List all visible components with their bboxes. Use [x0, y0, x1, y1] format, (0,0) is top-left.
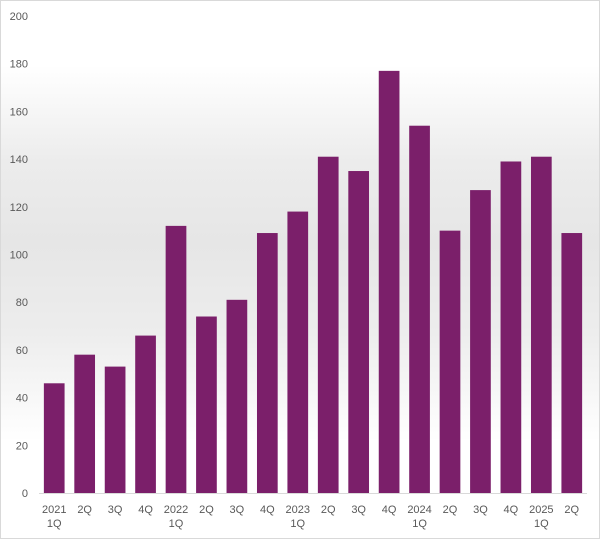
bar: [500, 161, 522, 494]
bar: [530, 156, 552, 493]
bar: [378, 70, 400, 493]
x-tick-label: 2025: [529, 504, 553, 516]
y-tick-label: 20: [16, 440, 28, 452]
x-axis: 2021 1Q 2Q 3Q 4Q 2022 1Q 2Q 3Q 4Q 2023 1Q 2Q 3Q 4Q 2024…: [42, 504, 580, 530]
x-tick-label: 4Q: [382, 504, 397, 516]
y-tick-label: 80: [16, 297, 28, 309]
y-tick-label: 40: [16, 393, 28, 405]
x-tick-label: 1Q: [47, 518, 62, 530]
x-tick-label: 1Q: [412, 518, 427, 530]
bar: [287, 211, 309, 493]
x-tick-label: 2021: [42, 504, 66, 516]
x-tick-label: 4Q: [504, 504, 519, 516]
bar: [226, 299, 248, 493]
bar: [43, 383, 65, 493]
x-tick-label: 2Q: [564, 504, 579, 516]
x-tick-label: 2024: [407, 504, 431, 516]
y-tick-label: 100: [10, 250, 28, 262]
x-tick-label: 1Q: [169, 518, 184, 530]
x-tick-label: 2Q: [443, 504, 458, 516]
y-tick-label: 120: [10, 202, 28, 214]
y-axis: 0 20 40 60 80 100 120 140 160 180 200: [10, 11, 28, 500]
bar: [104, 366, 126, 493]
x-tick-label: 2Q: [321, 504, 336, 516]
x-tick-label: 4Q: [260, 504, 275, 516]
y-tick-label: 60: [16, 345, 28, 357]
bar: [409, 125, 430, 494]
x-tick-label: 3Q: [230, 504, 245, 516]
y-tick-label: 160: [10, 106, 28, 118]
y-tick-label: 200: [10, 11, 28, 23]
x-tick-label: 2Q: [199, 504, 214, 516]
bar: [165, 225, 187, 493]
y-tick-label: 180: [10, 59, 28, 71]
x-tick-label: 4Q: [138, 504, 153, 516]
bar: [317, 156, 339, 493]
bar: [561, 233, 583, 493]
x-tick-label: 1Q: [534, 518, 549, 530]
y-tick-label: 140: [10, 154, 28, 166]
x-tick-label: 3Q: [108, 504, 123, 516]
bar: [135, 335, 156, 493]
x-tick-label: 2022: [164, 504, 188, 516]
x-tick-label: 2Q: [77, 504, 92, 516]
x-tick-label: 3Q: [351, 504, 366, 516]
bar: [439, 230, 461, 493]
bar: [196, 316, 217, 493]
bar-series: [43, 70, 583, 494]
bar: [348, 171, 370, 493]
bar: [470, 190, 491, 494]
x-tick-label: 2023: [286, 504, 310, 516]
x-tick-label: 3Q: [473, 504, 488, 516]
y-tick-label: 0: [22, 488, 28, 500]
bar: [256, 233, 278, 493]
x-tick-label: 1Q: [290, 518, 305, 530]
bar: [74, 354, 96, 493]
